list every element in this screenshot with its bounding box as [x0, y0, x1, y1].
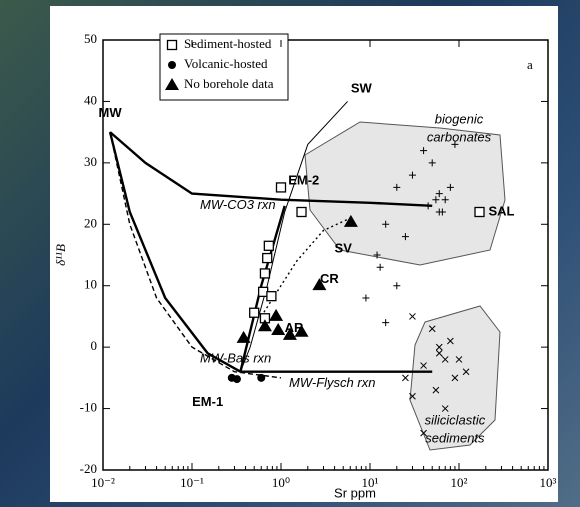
curve-label: MW-Flysch rxn — [289, 375, 375, 390]
annotation: SAL — [488, 203, 514, 218]
x-tick-label: 10⁰ — [272, 475, 290, 490]
cross-point — [432, 196, 440, 204]
cross-point — [393, 183, 401, 191]
legend-label: Sediment-hosted — [184, 36, 272, 51]
x-tick-label: 10¹ — [362, 475, 379, 490]
cross-point — [408, 171, 416, 179]
triangle-point — [282, 327, 297, 340]
legend — [159, 33, 289, 101]
cross-point — [373, 251, 381, 259]
cross-point — [376, 263, 384, 271]
x-tick-label: 10³ — [540, 475, 557, 490]
square-point — [263, 240, 274, 251]
triangle-point — [236, 330, 251, 343]
x-point — [409, 313, 416, 320]
model-curve — [260, 217, 351, 317]
annotation: carbonates — [427, 130, 492, 145]
cross-point — [435, 190, 443, 198]
y-tick-label: 40 — [84, 92, 97, 107]
circle-point — [232, 375, 241, 384]
cross-point — [401, 233, 409, 241]
cross-point — [420, 147, 428, 155]
biogenic-field — [304, 121, 506, 266]
x-point — [432, 386, 440, 394]
x-point — [435, 343, 443, 351]
annotation: CR — [320, 271, 339, 286]
triangle-point — [257, 319, 272, 332]
square-point — [259, 268, 271, 279]
y-tick-label: 20 — [84, 215, 97, 230]
cross-point — [424, 202, 432, 210]
square-point — [266, 291, 277, 302]
annotation: sediments — [425, 431, 485, 446]
x-point — [447, 337, 454, 345]
square-point — [275, 182, 287, 193]
plot-frame — [102, 39, 549, 471]
y-axis-label: δ¹¹B — [53, 244, 68, 266]
y-tick-label: 30 — [84, 154, 97, 169]
annotation: siliciclastic — [425, 412, 486, 427]
cross-point — [393, 282, 401, 290]
model-curve — [239, 205, 286, 372]
curve-label: MW-Bas rxn — [200, 351, 271, 366]
x-tick-label: 10² — [451, 475, 468, 490]
cross-point — [438, 208, 446, 216]
annotation: SW — [351, 81, 373, 96]
x-point — [420, 362, 427, 369]
circle-point — [257, 373, 266, 382]
x-axis-label: Sr ppm — [334, 485, 376, 500]
triangle-point — [271, 322, 286, 335]
x-point — [462, 368, 470, 376]
triangle-point — [165, 78, 179, 90]
cross-point — [451, 140, 459, 148]
y-tick-label: 0 — [91, 338, 98, 353]
x-point — [435, 349, 443, 357]
legend-label: Volcanic-hosted — [184, 56, 268, 71]
model-curve — [108, 131, 242, 373]
x-point — [451, 374, 459, 382]
x-tick-label: 10⁻¹ — [180, 475, 204, 490]
y-tick-label: -10 — [80, 400, 97, 415]
square-point — [262, 252, 273, 264]
square-point — [249, 307, 260, 318]
x-point — [441, 356, 449, 363]
x-point — [441, 405, 449, 412]
annotation: EM-2 — [288, 173, 319, 188]
x-point — [420, 429, 427, 437]
x-point — [428, 325, 436, 333]
x-point — [409, 392, 416, 400]
triangle-point — [312, 278, 327, 291]
annotation: MW — [98, 105, 122, 120]
annotation: biogenic — [435, 111, 484, 126]
circle-point — [168, 61, 176, 69]
model-curve — [239, 101, 348, 372]
model-curve — [109, 131, 433, 208]
annotation: SV — [335, 240, 353, 255]
panel-label: a — [527, 57, 533, 72]
y-tick-label: 50 — [84, 31, 97, 46]
y-tick-label: -20 — [80, 461, 97, 476]
cross-point — [382, 319, 390, 327]
triangle-point — [343, 214, 358, 227]
legend-label: No borehole data — [184, 76, 274, 91]
x-tick-label: 10⁻² — [91, 475, 115, 490]
cross-point — [362, 294, 370, 302]
cross-point — [428, 159, 436, 167]
cross-point — [382, 220, 390, 228]
x-point — [402, 374, 409, 382]
x-point — [455, 356, 463, 363]
curve-label: MW-CO3 rxn — [200, 197, 276, 212]
square-point — [474, 206, 485, 218]
y-tick-label: 10 — [84, 277, 97, 292]
annotation: EM-1 — [192, 394, 223, 409]
annotation: AR — [285, 320, 304, 335]
triangle-point — [269, 308, 284, 321]
square-point — [166, 39, 178, 51]
cross-point — [446, 183, 454, 191]
triangle-point — [294, 324, 309, 337]
square-point — [296, 206, 307, 218]
cross-point — [441, 196, 449, 204]
